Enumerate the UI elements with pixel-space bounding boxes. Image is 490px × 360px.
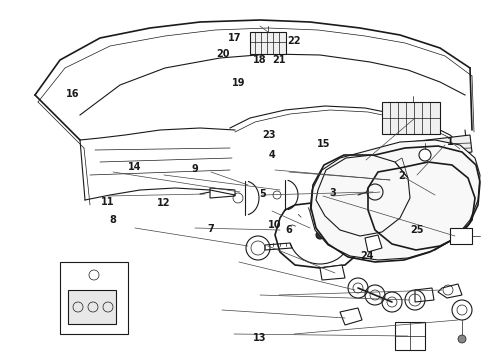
Polygon shape: [410, 135, 472, 160]
Text: 6: 6: [286, 225, 293, 235]
Text: 10: 10: [268, 220, 281, 230]
Text: 22: 22: [287, 36, 301, 46]
Text: 2: 2: [398, 171, 405, 181]
Text: 17: 17: [227, 33, 241, 43]
Text: 24: 24: [360, 251, 373, 261]
Polygon shape: [365, 235, 382, 252]
FancyBboxPatch shape: [250, 32, 286, 54]
Polygon shape: [340, 308, 362, 325]
FancyBboxPatch shape: [395, 322, 425, 350]
Text: 8: 8: [109, 215, 116, 225]
Circle shape: [419, 149, 431, 161]
Text: 4: 4: [269, 150, 275, 160]
Text: 14: 14: [128, 162, 142, 172]
Text: 5: 5: [259, 189, 266, 199]
Polygon shape: [320, 265, 345, 280]
FancyBboxPatch shape: [68, 290, 116, 324]
Text: 15: 15: [317, 139, 330, 149]
Text: 9: 9: [192, 164, 198, 174]
Text: 18: 18: [253, 55, 267, 66]
Text: 12: 12: [157, 198, 171, 208]
Text: 1: 1: [447, 137, 454, 147]
Text: 7: 7: [207, 224, 214, 234]
Circle shape: [316, 231, 324, 239]
Text: 19: 19: [232, 78, 246, 88]
FancyBboxPatch shape: [60, 262, 128, 334]
Polygon shape: [310, 140, 480, 260]
Text: 23: 23: [262, 130, 275, 140]
Circle shape: [458, 335, 466, 343]
Text: 21: 21: [272, 55, 286, 66]
Text: 11: 11: [101, 197, 115, 207]
FancyBboxPatch shape: [450, 228, 472, 244]
Text: 20: 20: [216, 49, 230, 59]
Text: 16: 16: [66, 89, 79, 99]
Text: 3: 3: [330, 188, 337, 198]
Text: 13: 13: [253, 333, 267, 343]
Text: 25: 25: [411, 225, 424, 235]
FancyBboxPatch shape: [382, 102, 440, 134]
